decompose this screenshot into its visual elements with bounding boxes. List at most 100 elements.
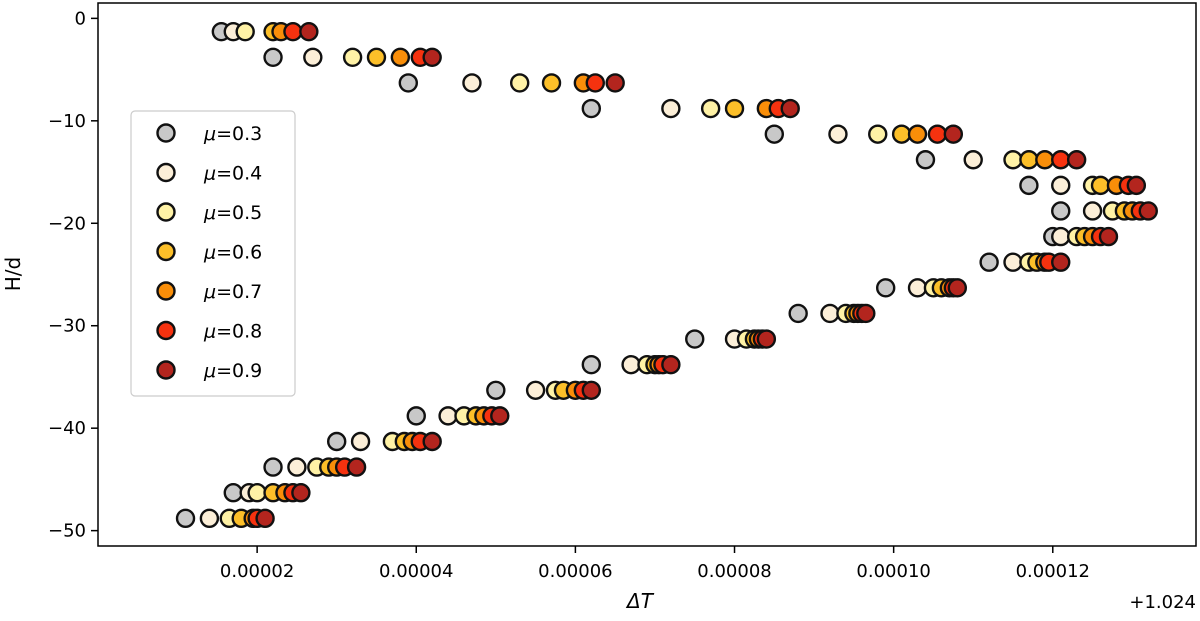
data-point: [342, 47, 363, 67]
data-point: [868, 124, 888, 144]
data-point: [346, 457, 367, 477]
legend-entry: μ=0.7: [156, 281, 262, 303]
data-point: [1019, 150, 1039, 170]
data-point: [585, 73, 605, 93]
y-tick-label: −10: [48, 111, 86, 132]
legend-marker: [156, 281, 176, 301]
data-point: [605, 73, 625, 93]
data-point: [1051, 175, 1071, 196]
data-point: [685, 329, 705, 349]
data-point: [541, 73, 562, 93]
legend-marker: [156, 241, 176, 262]
data-point: [661, 354, 681, 375]
legend-label: μ=0.8: [203, 321, 262, 343]
legend-entry: μ=0.3: [156, 123, 262, 145]
data-point: [788, 303, 808, 324]
data-point: [724, 98, 745, 119]
x-tick-label: 0.00010: [856, 561, 930, 582]
data-point: [390, 47, 411, 67]
data-point: [1051, 226, 1071, 247]
data-point: [1003, 252, 1023, 272]
data-point: [581, 98, 602, 119]
x-tick-label: 0.00012: [1016, 561, 1090, 582]
data-point: [350, 431, 371, 452]
x-offset-label: +1.024: [1129, 592, 1196, 613]
points-layer: [175, 21, 1158, 529]
data-point: [283, 21, 303, 42]
data-point: [223, 483, 243, 503]
data-point: [581, 380, 602, 400]
legend-marker: [156, 360, 176, 380]
data-point: [490, 406, 510, 426]
x-tick-label: 0.00006: [538, 561, 612, 582]
data-point: [175, 508, 196, 529]
data-point: [509, 73, 530, 93]
data-point: [366, 47, 387, 67]
data-point: [891, 124, 912, 144]
data-point: [828, 124, 848, 144]
data-point: [780, 98, 800, 119]
x-tick-label: 0.00002: [220, 561, 294, 582]
data-point: [621, 354, 641, 375]
data-point: [943, 124, 964, 144]
data-point: [398, 73, 419, 93]
data-point: [235, 21, 255, 42]
data-point: [1051, 150, 1071, 170]
data-point: [199, 508, 220, 529]
data-point: [406, 406, 426, 426]
data-point: [963, 150, 983, 170]
legend-marker: [156, 320, 176, 341]
legend-marker: [156, 123, 176, 143]
y-tick-label: −50: [48, 521, 86, 542]
legend-entry: μ=0.5: [156, 202, 262, 224]
data-point: [756, 329, 777, 349]
data-point: [326, 431, 347, 452]
y-tick-label: 0: [75, 8, 86, 29]
data-point: [907, 278, 928, 298]
series-μ=0.9: [255, 21, 1158, 529]
data-point: [764, 124, 785, 144]
y-axis-label: H/d: [1, 257, 25, 291]
data-point: [247, 483, 267, 503]
data-point: [1003, 150, 1023, 170]
data-point: [263, 47, 283, 67]
data-point: [1019, 175, 1039, 196]
x-axis: 0.00002 0.00004 0.00006 0.00008 0.00010 0.000…: [220, 546, 1090, 582]
legend-label: μ=0.6: [203, 242, 262, 264]
data-point: [875, 278, 896, 298]
legend-label: μ=0.7: [203, 281, 262, 303]
legend-marker: [156, 162, 176, 183]
legend-label: μ=0.5: [203, 202, 262, 224]
y-tick-label: −40: [48, 418, 86, 439]
data-point: [700, 98, 721, 119]
data-point: [820, 303, 840, 324]
data-point: [291, 483, 311, 503]
data-point: [907, 124, 928, 144]
y-tick-label: −20: [48, 213, 86, 234]
legend-label: μ=0.9: [203, 360, 262, 382]
data-point: [915, 150, 936, 170]
legend-entry: μ=0.8: [156, 320, 262, 343]
data-point: [422, 47, 442, 67]
data-point: [947, 278, 968, 298]
legend-marker: [156, 202, 176, 222]
data-point: [927, 124, 948, 144]
legend-label: μ=0.3: [203, 123, 262, 145]
y-axis: 0 −10 −20 −30 −40 −50: [48, 8, 98, 542]
data-point: [979, 252, 999, 272]
data-point: [1138, 201, 1158, 221]
data-point: [422, 431, 442, 452]
data-point: [856, 303, 876, 324]
data-point: [1082, 201, 1103, 221]
data-point: [299, 21, 319, 42]
data-point: [486, 380, 506, 400]
data-point: [661, 98, 681, 119]
data-point: [1126, 175, 1147, 196]
data-point: [1051, 252, 1071, 272]
data-point: [462, 73, 482, 93]
x-tick-label: 0.00008: [697, 561, 771, 582]
legend-entry: μ=0.6: [156, 241, 262, 264]
data-point: [303, 47, 323, 67]
data-point: [263, 457, 283, 477]
